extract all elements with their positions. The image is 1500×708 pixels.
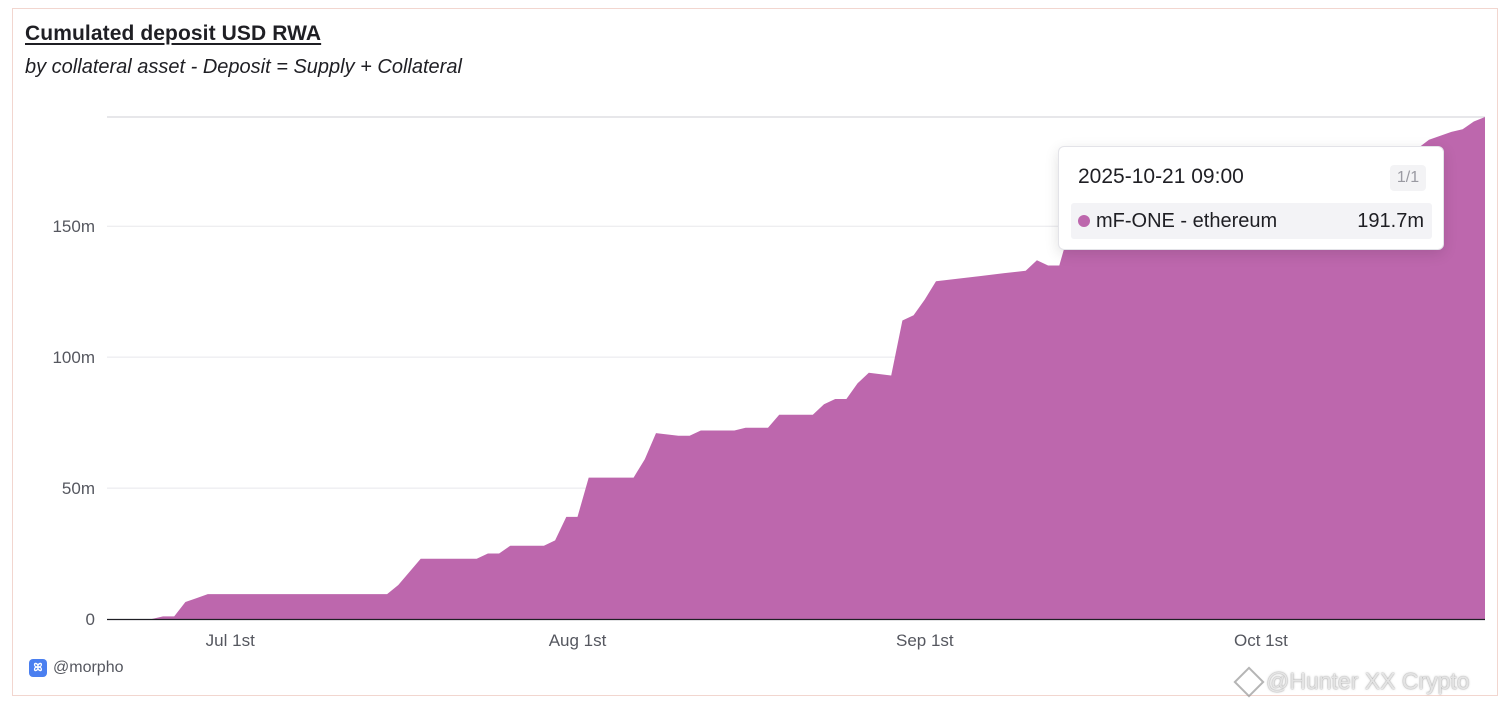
chart-tooltip: 2025-10-21 09:00 1/1 mF-ONE - ethereum 1… xyxy=(1058,146,1444,250)
watermark: @Hunter XX Crypto xyxy=(1233,665,1470,698)
x-tick-label: Oct 1st xyxy=(1234,631,1288,650)
watermark-text: @Hunter XX Crypto xyxy=(1266,668,1470,694)
tooltip-series-row: mF-ONE - ethereum 191.7m xyxy=(1071,203,1432,239)
y-tick-label: 150m xyxy=(52,217,95,236)
chart-card xyxy=(12,8,1498,696)
chart-subtitle: by collateral asset - Deposit = Supply +… xyxy=(25,56,462,78)
x-tick-label: Sep 1st xyxy=(896,631,954,650)
x-tick-label: Jul 1st xyxy=(206,631,255,650)
tooltip-pager[interactable]: 1/1 xyxy=(1390,165,1426,191)
series-color-dot-icon xyxy=(1078,215,1090,227)
brand-handle: @morpho xyxy=(53,659,124,676)
y-tick-label: 100m xyxy=(52,348,95,367)
binance-diamond-icon xyxy=(1233,665,1265,698)
y-tick-label: 50m xyxy=(62,479,95,498)
tooltip-date: 2025-10-21 09:00 xyxy=(1078,165,1244,188)
morpho-butterfly-icon: ꕤ xyxy=(29,659,47,677)
tooltip-series-value: 191.7m xyxy=(1357,210,1424,232)
x-tick-label: Aug 1st xyxy=(549,631,607,650)
brand-credit[interactable]: ꕤ @morpho xyxy=(29,659,124,677)
chart-title: Cumulated deposit USD RWA xyxy=(25,22,322,45)
tooltip-series-name: mF-ONE - ethereum xyxy=(1096,210,1278,232)
y-tick-label: 0 xyxy=(86,610,95,629)
